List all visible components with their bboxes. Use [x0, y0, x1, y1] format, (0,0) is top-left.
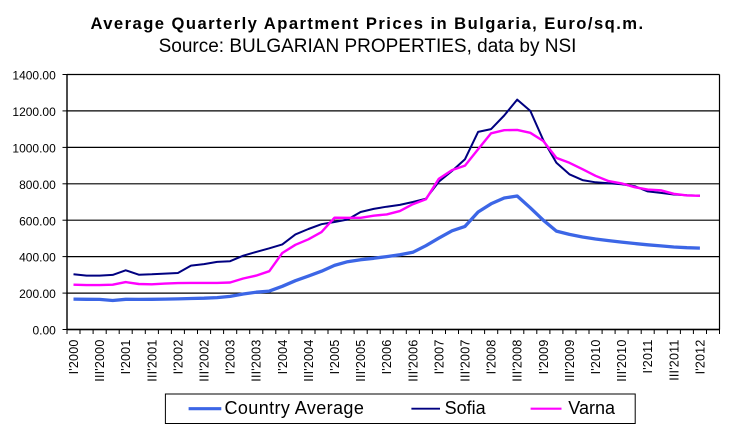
svg-text:I'2007: I'2007	[432, 340, 446, 375]
svg-text:I'2002: I'2002	[171, 340, 185, 375]
svg-text:III'2009: III'2009	[563, 340, 577, 382]
svg-text:I'2001: I'2001	[119, 340, 133, 375]
svg-text:III'2003: III'2003	[250, 340, 264, 382]
svg-text:I'2009: I'2009	[537, 340, 551, 375]
svg-text:III'2005: III'2005	[354, 340, 368, 382]
svg-text:Country Average: Country Average	[225, 398, 365, 418]
svg-text:1200.00: 1200.00	[12, 105, 56, 119]
svg-text:III'2002: III'2002	[198, 340, 212, 382]
svg-text:III'2006: III'2006	[406, 340, 420, 382]
svg-text:0.00: 0.00	[32, 324, 56, 338]
svg-text:Average Quarterly Apartment Pr: Average Quarterly Apartment Prices in Bu…	[90, 14, 644, 33]
svg-text:I'2005: I'2005	[328, 340, 342, 375]
svg-text:I'2003: I'2003	[224, 340, 238, 375]
svg-text:Sofia: Sofia	[445, 398, 487, 418]
svg-text:III'2004: III'2004	[302, 340, 316, 382]
svg-text:800.00: 800.00	[19, 178, 56, 192]
svg-text:600.00: 600.00	[19, 214, 56, 228]
svg-text:1400.00: 1400.00	[12, 69, 56, 83]
svg-text:I'2000: I'2000	[67, 340, 81, 375]
svg-text:III'2011: III'2011	[667, 340, 681, 381]
svg-text:I'2008: I'2008	[485, 339, 499, 374]
svg-text:III'2000: III'2000	[93, 340, 107, 382]
svg-text:I'2006: I'2006	[380, 340, 394, 375]
svg-text:III'2010: III'2010	[615, 340, 629, 382]
svg-text:I'2010: I'2010	[589, 340, 603, 375]
svg-text:1000.00: 1000.00	[12, 142, 56, 156]
svg-text:200.00: 200.00	[19, 287, 56, 301]
svg-text:I'2012: I'2012	[693, 340, 707, 375]
svg-text:III'2008: III'2008	[511, 340, 525, 382]
svg-text:III'2001: III'2001	[145, 340, 159, 382]
svg-text:Source: BULGARIAN PROPERTIES,: Source: BULGARIAN PROPERTIES, data by NS…	[159, 36, 577, 57]
svg-text:400.00: 400.00	[19, 251, 56, 265]
svg-text:III'2007: III'2007	[459, 340, 473, 382]
svg-text:I'2011: I'2011	[641, 340, 655, 374]
svg-text:Varna: Varna	[568, 398, 616, 418]
svg-text:I'2004: I'2004	[276, 340, 290, 375]
